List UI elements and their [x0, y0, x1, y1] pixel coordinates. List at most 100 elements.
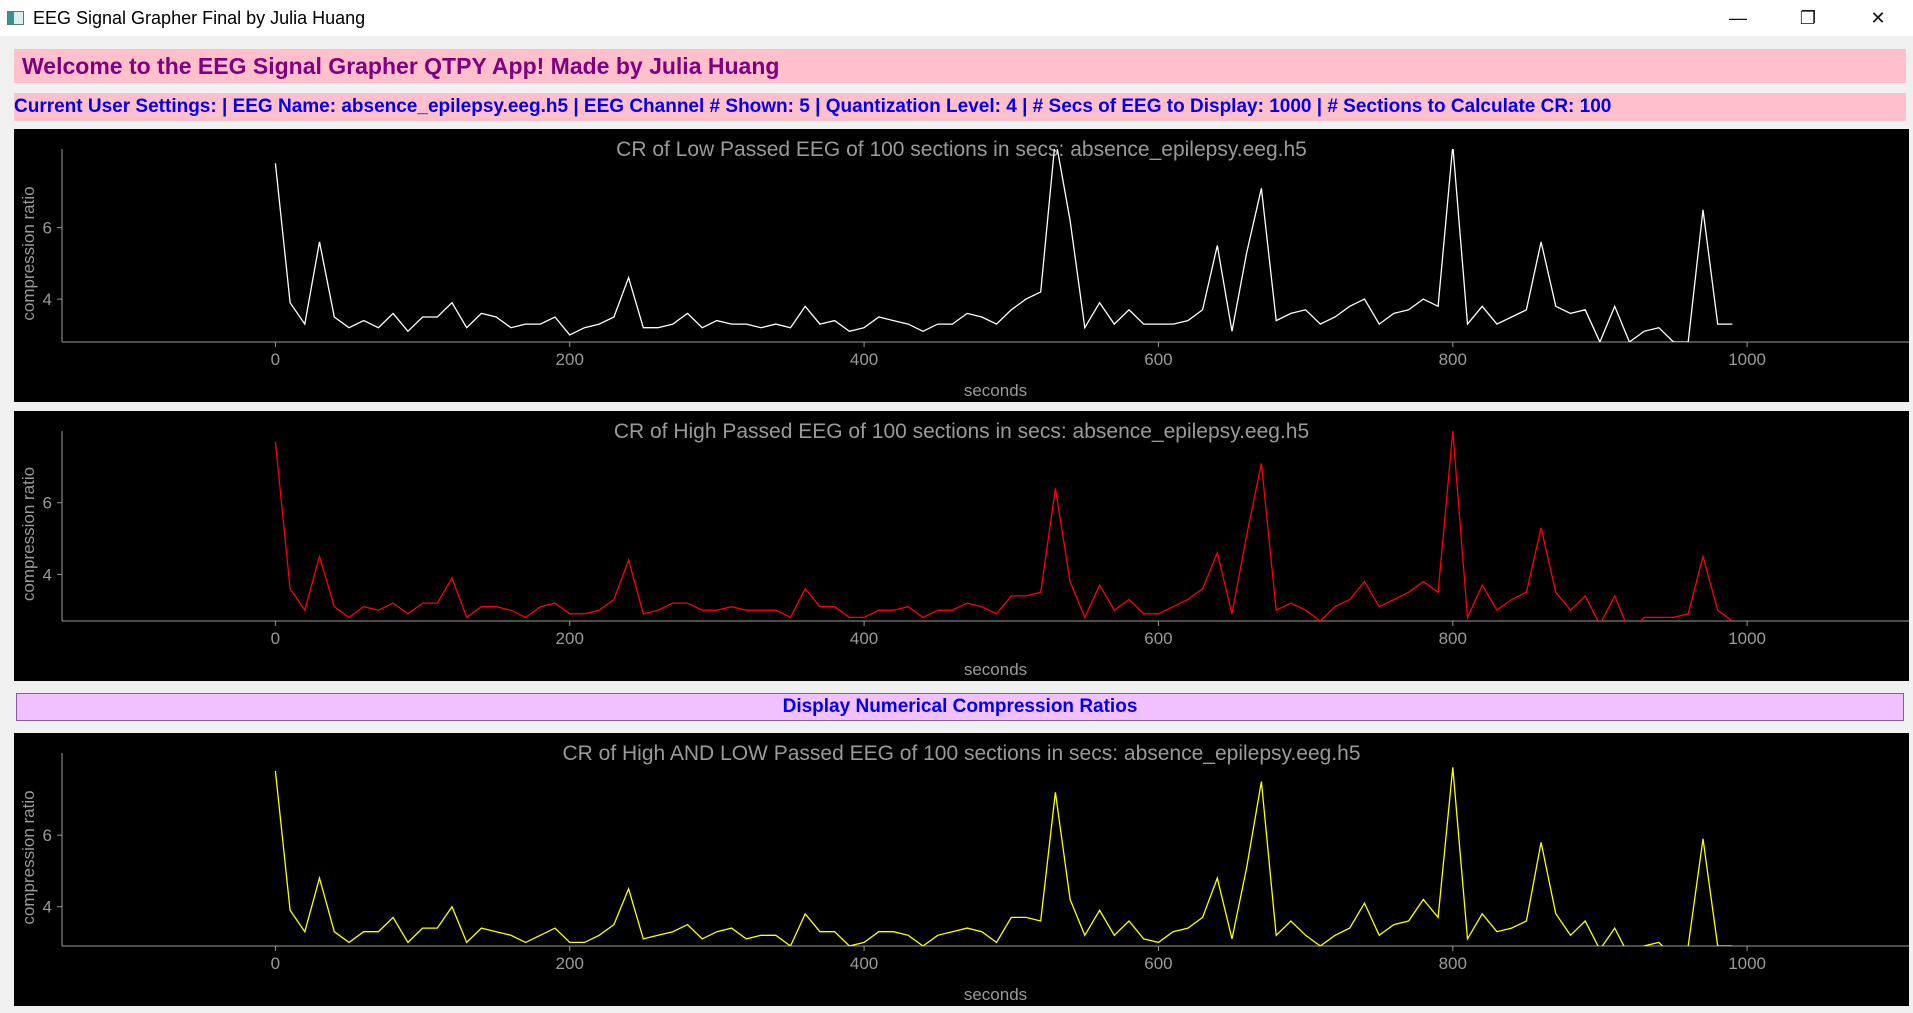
high-pass-svg: CR of High Passed EEG of 100 sections in… — [19, 420, 1909, 679]
low-pass-data-point — [1025, 298, 1027, 300]
low-pass-data-point — [863, 327, 865, 329]
high-and-low-pass-data-point — [1113, 934, 1115, 936]
low-pass-data-point — [1540, 241, 1542, 243]
high-and-low-pass-data-point — [1363, 902, 1365, 904]
high-pass-data-point — [804, 588, 806, 590]
low-pass-data-point — [701, 327, 703, 329]
high-pass-data-point — [319, 555, 321, 557]
window-controls: — ❐ ✕ — [1703, 0, 1913, 36]
low-pass-data-point — [554, 316, 556, 318]
low-pass-data-point — [1511, 316, 1513, 318]
low-pass-data-point — [1157, 323, 1159, 325]
high-pass-data-point — [834, 606, 836, 608]
low-pass-data-point — [304, 323, 306, 325]
high-and-low-pass-data-point — [289, 909, 291, 911]
low-pass-points — [274, 137, 1733, 343]
low-pass-data-point — [569, 334, 571, 336]
high-and-low-pass-data-point — [1157, 941, 1159, 943]
high-and-low-pass-data-point — [1202, 916, 1204, 918]
high-and-low-pass-y-axis-label: compression ratio — [19, 790, 38, 924]
high-pass-data-point — [1246, 534, 1248, 536]
high-and-low-pass-data-point — [1172, 931, 1174, 933]
high-pass-data-point — [1363, 581, 1365, 583]
high-and-low-pass-data-point — [834, 931, 836, 933]
high-and-low-pass-cr-plot[interactable]: CR of High AND LOW Passed EEG of 100 sec… — [14, 733, 1909, 1006]
minimize-button[interactable]: — — [1729, 7, 1747, 28]
low-pass-data-point — [789, 327, 791, 329]
high-and-low-pass-data-point — [878, 931, 880, 933]
high-and-low-pass-data-point — [937, 934, 939, 936]
low-pass-data-point — [392, 312, 394, 314]
high-pass-data-point — [760, 609, 762, 611]
high-pass-x-tick-label: 400 — [850, 629, 878, 648]
high-pass-data-point — [539, 606, 541, 608]
high-pass-data-point — [672, 602, 674, 604]
app-icon — [7, 11, 24, 25]
display-compression-ratios-button[interactable]: Display Numerical Compression Ratios — [16, 693, 1904, 721]
high-and-low-pass-data-point — [1393, 924, 1395, 926]
restore-button[interactable]: ❐ — [1799, 7, 1817, 28]
high-pass-data-point — [1187, 598, 1189, 600]
low-pass-svg: CR of Low Passed EEG of 100 sections in … — [19, 137, 1909, 400]
low-pass-data-point — [451, 302, 453, 304]
low-pass-data-point — [613, 316, 615, 318]
high-and-low-pass-data-point — [1378, 934, 1380, 936]
high-and-low-pass-data-point — [583, 941, 585, 943]
high-pass-data-point — [1437, 591, 1439, 593]
high-pass-data-point — [1717, 609, 1719, 611]
high-and-low-pass-data-point — [1584, 920, 1586, 922]
low-pass-data-point — [363, 320, 365, 322]
low-pass-data-point — [1614, 305, 1616, 307]
high-pass-data-point — [466, 616, 468, 618]
high-and-low-pass-data-point — [274, 770, 276, 772]
high-pass-data-point — [1084, 616, 1086, 618]
low-pass-data-point — [539, 323, 541, 325]
high-and-low-pass-data-point — [569, 941, 571, 943]
high-pass-data-point — [451, 577, 453, 579]
low-pass-data-point — [1378, 323, 1380, 325]
low-pass-data-point — [672, 323, 674, 325]
high-pass-data-point — [1202, 588, 1204, 590]
high-and-low-pass-title: CR of High AND LOW Passed EEG of 100 sec… — [562, 742, 1360, 765]
low-pass-data-point — [642, 327, 644, 329]
high-and-low-pass-x-axis-label: seconds — [964, 985, 1027, 1004]
high-pass-data-point — [304, 609, 306, 611]
high-pass-data-point — [1525, 591, 1527, 593]
low-pass-data-point — [1702, 209, 1704, 211]
high-and-low-pass-data-point — [1143, 938, 1145, 940]
high-pass-data-point — [1172, 606, 1174, 608]
low-pass-cr-plot[interactable]: CR of Low Passed EEG of 100 sections in … — [14, 129, 1909, 402]
high-pass-data-point — [1275, 609, 1277, 611]
high-pass-y-tick-label: 6 — [43, 494, 52, 513]
high-pass-x-tick-label: 0 — [271, 629, 280, 648]
low-pass-data-point — [480, 312, 482, 314]
low-pass-x-tick-label: 200 — [556, 350, 584, 369]
low-pass-data-point — [1496, 323, 1498, 325]
high-and-low-pass-data-point — [1216, 877, 1218, 879]
high-pass-data-point — [613, 598, 615, 600]
high-and-low-pass-data-point — [1481, 913, 1483, 915]
high-pass-data-point — [363, 606, 365, 608]
high-and-low-pass-data-point — [1099, 909, 1101, 911]
high-and-low-pass-data-point — [1069, 899, 1071, 901]
low-pass-data-point — [731, 323, 733, 325]
high-and-low-pass-x-tick-label: 600 — [1144, 954, 1172, 973]
high-pass-cr-plot[interactable]: CR of High Passed EEG of 100 sections in… — [14, 411, 1909, 681]
high-pass-y-axis-label: compression ratio — [19, 467, 38, 601]
high-and-low-pass-data-point — [1687, 945, 1689, 947]
high-pass-data-point — [628, 559, 630, 561]
high-and-low-pass-data-point — [1466, 938, 1468, 940]
low-pass-data-point — [907, 323, 909, 325]
low-pass-data-point — [274, 162, 276, 164]
low-pass-data-point — [377, 327, 379, 329]
high-and-low-pass-data-point — [907, 934, 909, 936]
high-and-low-pass-data-point — [1260, 781, 1262, 783]
high-and-low-pass-data-point — [407, 941, 409, 943]
high-and-low-pass-data-point — [525, 941, 527, 943]
high-and-low-pass-data-point — [804, 913, 806, 915]
high-and-low-pass-data-point — [716, 931, 718, 933]
low-pass-data-point — [1172, 323, 1174, 325]
high-and-low-pass-data-point — [966, 927, 968, 929]
low-pass-data-point — [981, 316, 983, 318]
close-button[interactable]: ✕ — [1870, 7, 1886, 28]
